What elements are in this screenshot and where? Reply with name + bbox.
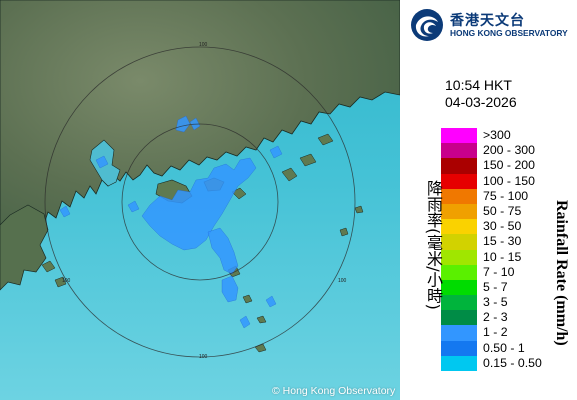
legend-label: >300 — [483, 128, 511, 142]
legend-color-swatch — [441, 355, 477, 371]
legend-color-swatch — [441, 188, 477, 204]
legend-label: 5 - 7 — [483, 279, 508, 294]
island — [299, 153, 317, 167]
legend-title-english: Rainfall Rate (mm/h) — [553, 200, 570, 346]
legend-row: 30 - 50 — [441, 219, 571, 235]
legend-color-swatch — [441, 310, 477, 326]
legend-label: 3 - 5 — [483, 295, 508, 310]
legend-color-swatch — [441, 173, 477, 189]
legend-label: 1 - 2 — [483, 325, 508, 340]
range-ring-label-top: 100 — [199, 42, 208, 48]
legend-label: 100 - 150 — [483, 173, 535, 188]
legend-color-swatch — [441, 143, 477, 159]
legend-label: 10 - 15 — [483, 249, 522, 264]
rain-echo-cell — [265, 295, 277, 308]
legend-color-swatch — [441, 340, 477, 356]
legend-row: 7 - 10 — [441, 264, 571, 280]
range-ring-inner — [121, 123, 279, 281]
island — [317, 133, 334, 146]
legend-color-swatch — [441, 158, 477, 174]
legend-label: 75 - 100 — [483, 188, 529, 203]
island — [256, 315, 267, 324]
observatory-logo: 香港天文台 HONG KONG OBSERVATORY — [410, 8, 575, 42]
legend-label: 50 - 75 — [483, 203, 522, 218]
legend-row: 3 - 5 — [441, 295, 571, 311]
legend-label: 200 - 300 — [483, 143, 535, 158]
range-ring-label-left: 100 — [62, 278, 71, 284]
mainland-land — [0, 0, 400, 271]
island — [339, 227, 349, 237]
island — [281, 167, 298, 182]
observation-time: 10:54 HKT — [445, 77, 512, 93]
range-ring-label-right: 100 — [338, 278, 347, 284]
legend-row: 75 - 100 — [441, 188, 571, 204]
legend-row: 0.15 - 0.50 — [441, 355, 571, 371]
rain-echo-main — [141, 157, 257, 251]
legend-label: 2 - 3 — [483, 310, 508, 325]
rainfall-legend: >300 200 - 300 150 - 200 100 - 150 75 - 100 5… — [441, 128, 571, 371]
rain-echo-cell — [95, 155, 109, 169]
legend-row: 50 - 75 — [441, 203, 571, 220]
legend-label: 0.50 - 1 — [483, 340, 525, 355]
legend-title-chinese: 降雨率(毫米/小時) — [424, 180, 443, 310]
legend-color-swatch — [441, 295, 477, 311]
observatory-emblem-icon — [411, 9, 443, 41]
island — [54, 276, 67, 288]
rain-echo-cell — [269, 145, 283, 159]
legend-row: 0.50 - 1 — [441, 340, 571, 356]
island — [354, 205, 364, 214]
rain-echo-cell — [175, 115, 191, 133]
legend-label: 150 - 200 — [483, 158, 535, 173]
legend-label: 7 - 10 — [483, 264, 515, 279]
org-name-english: HONG KONG OBSERVATORY — [450, 28, 568, 38]
legend-color-swatch — [441, 219, 477, 235]
legend-label: 30 - 50 — [483, 219, 522, 234]
legend-label: 15 - 30 — [483, 234, 522, 249]
observation-date: 04-03-2026 — [445, 94, 517, 110]
legend-color-swatch — [441, 203, 477, 220]
legend-label: 0.15 - 0.50 — [483, 355, 542, 370]
legend-row: >300 — [441, 128, 571, 144]
org-name-chinese: 香港天文台 — [450, 13, 525, 29]
radar-range-rings — [44, 46, 356, 358]
legend-row: 10 - 15 — [441, 249, 571, 265]
legend-color-swatch — [441, 249, 477, 265]
rain-echo-cell — [59, 205, 71, 218]
legend-row: 1 - 2 — [441, 325, 571, 341]
legend-row: 150 - 200 — [441, 158, 571, 174]
legend-color-swatch — [441, 325, 477, 341]
rain-echo-band — [207, 227, 239, 275]
rain-echoes — [59, 115, 283, 329]
legend-row: 200 - 300 — [441, 143, 571, 159]
island — [41, 260, 56, 273]
legend-row: 5 - 7 — [441, 279, 571, 296]
island — [231, 187, 247, 200]
rain-echo-band — [221, 275, 239, 303]
legend-row: 15 - 30 — [441, 234, 571, 250]
legend-color-swatch — [441, 264, 477, 280]
rain-echo-cell — [239, 315, 251, 329]
copyright-notice: © Hong Kong Observatory — [272, 385, 396, 397]
legend-panel — [400, 0, 577, 400]
legend-color-swatch — [441, 279, 477, 296]
legend-color-swatch — [441, 128, 477, 144]
legend-row: 2 - 3 — [441, 310, 571, 326]
legend-color-swatch — [441, 234, 477, 250]
range-ring-label-bottom: 100 — [199, 354, 208, 360]
range-ring-outer — [44, 46, 356, 358]
island — [242, 294, 253, 304]
western-delta-land — [0, 204, 49, 291]
radar-map: 100 100 100 100 — [0, 0, 400, 400]
legend-row: 100 - 150 — [441, 173, 571, 189]
rain-echo-cell — [127, 200, 140, 213]
